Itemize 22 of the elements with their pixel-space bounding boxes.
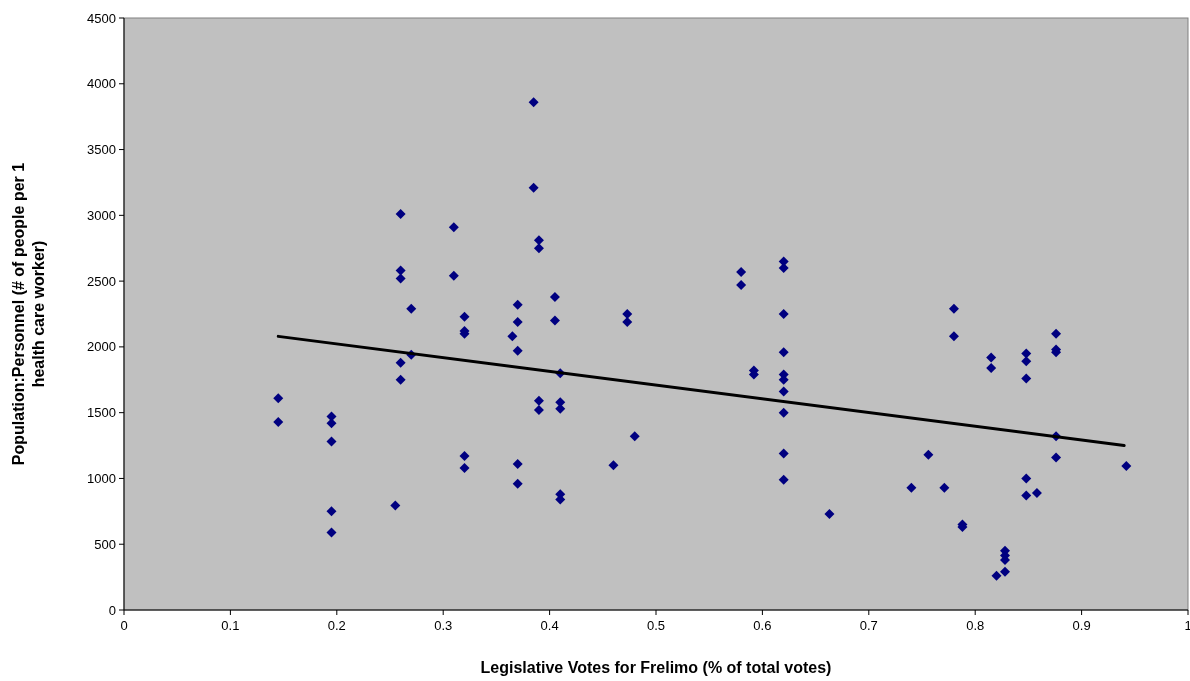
x-tick-label: 0.8 [966,618,985,633]
y-tick-label: 2500 [87,273,116,289]
y-tick-label: 1500 [87,405,116,421]
x-tick-label: 0.3 [434,618,453,633]
y-tick-label: 3500 [87,142,116,158]
x-tick-label: 0.2 [327,618,346,633]
y-tick-label: 4500 [87,10,116,26]
x-tick-label: 0.1 [221,618,240,633]
x-axis-title: Legislative Votes for Frelimo (% of total votes) [480,659,832,676]
x-tick-label: 0 [120,618,128,633]
x-tick-label: 0.9 [1072,618,1091,633]
x-tick-label: 0.5 [646,618,666,633]
x-tick-label: 0.6 [753,618,772,633]
y-tick-label: 1000 [87,470,116,486]
y-axis-title: Population:Personnel (# of people per 1 health care worker) [10,162,47,466]
y-tick-label: 3000 [87,207,116,223]
y-tick-label: 4000 [87,76,116,92]
x-tick-label: 0.4 [540,618,559,633]
y-tick-label: 2000 [87,339,116,355]
y-tick-label: 500 [94,536,116,552]
x-tick-label: 0.7 [859,618,878,633]
y-tick-label: 0 [108,602,116,618]
